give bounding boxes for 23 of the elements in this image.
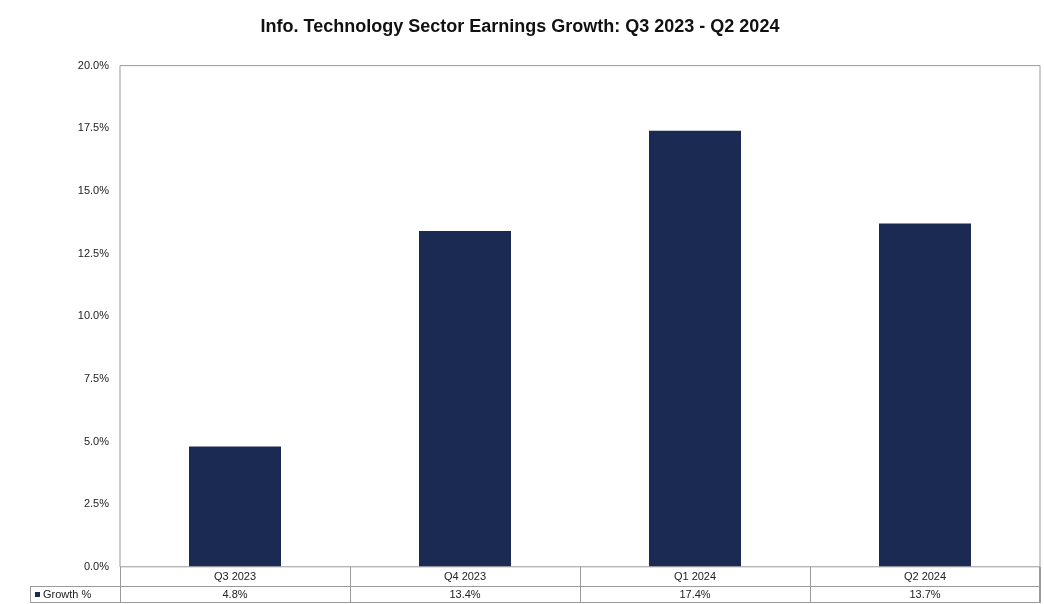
y-tick-label: 0.0% bbox=[83, 559, 110, 572]
legend-label: Growth % bbox=[43, 588, 92, 601]
x-tick-label: Q1 2024 bbox=[673, 570, 717, 583]
chart-title: Info. Technology Sector Earnings Growth: Q3 2023 - Q2 2024 bbox=[260, 15, 780, 36]
y-tick-label: 15.0% bbox=[77, 183, 110, 196]
bar bbox=[189, 446, 281, 567]
x-tick-label: Q4 2023 bbox=[443, 570, 487, 583]
y-tick-label: 5.0% bbox=[83, 434, 110, 447]
bar bbox=[649, 130, 741, 567]
x-tick-label: Q2 2024 bbox=[903, 570, 947, 583]
y-tick-label: 20.0% bbox=[77, 58, 110, 71]
data-label: 13.7% bbox=[909, 588, 941, 601]
y-tick-label: 12.5% bbox=[77, 246, 110, 259]
y-tick-label: 17.5% bbox=[77, 121, 110, 134]
bar bbox=[419, 231, 511, 567]
y-tick-label: 2.5% bbox=[83, 497, 110, 510]
y-tick-label: 10.0% bbox=[77, 309, 110, 322]
bar bbox=[879, 223, 971, 567]
data-label: 13.4% bbox=[449, 588, 481, 601]
data-label: 4.8% bbox=[222, 588, 248, 601]
x-tick-label: Q3 2023 bbox=[213, 570, 257, 583]
y-tick-label: 7.5% bbox=[83, 371, 110, 384]
data-label: 17.4% bbox=[679, 588, 711, 601]
